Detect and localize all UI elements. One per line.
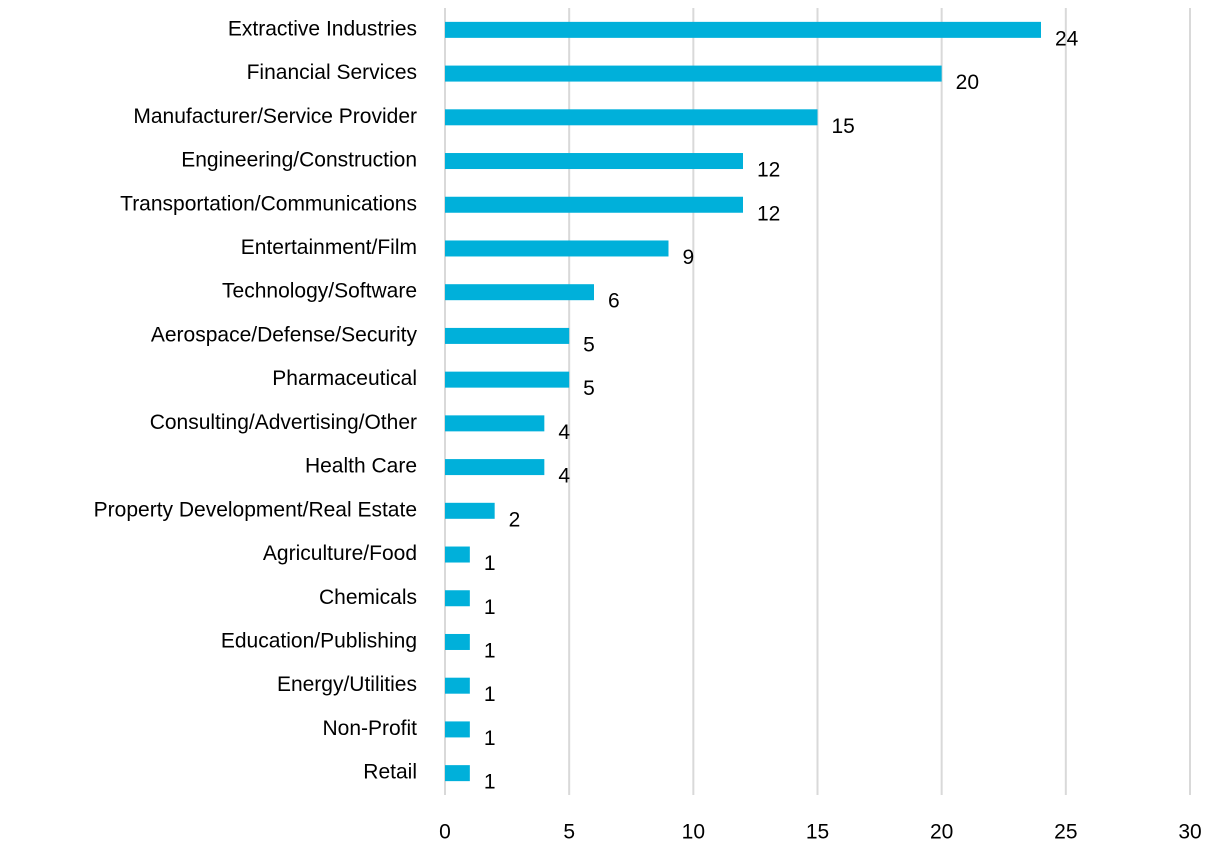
bar — [445, 677, 470, 694]
data-label: 1 — [484, 552, 496, 575]
bar — [445, 65, 942, 82]
y-tick-label: Property Development/Real Estate — [94, 498, 417, 521]
bar — [445, 721, 470, 738]
y-tick-label: Financial Services — [247, 61, 417, 84]
data-label: 6 — [608, 290, 620, 313]
x-tick-label: 5 — [563, 821, 575, 844]
bar — [445, 371, 570, 388]
y-tick-label: Non-Profit — [322, 717, 417, 740]
data-label: 1 — [484, 640, 496, 663]
data-label: 12 — [757, 159, 780, 182]
y-tick-label: Entertainment/Film — [241, 236, 417, 259]
x-tick-label: 20 — [930, 821, 953, 844]
y-tick-label: Agriculture/Food — [263, 542, 417, 565]
y-tick-label: Education/Publishing — [221, 630, 417, 653]
data-label: 5 — [583, 333, 595, 356]
bar — [445, 21, 1041, 38]
bar — [445, 415, 545, 432]
bar — [445, 284, 594, 301]
bar — [445, 327, 570, 344]
bar — [445, 459, 545, 476]
y-tick-label: Engineering/Construction — [181, 149, 417, 172]
data-label: 24 — [1055, 27, 1079, 50]
y-tick-label: Extractive Industries — [228, 17, 417, 40]
data-label: 4 — [558, 465, 570, 488]
y-tick-label: Technology/Software — [222, 280, 417, 303]
data-label: 1 — [484, 596, 496, 619]
bar — [445, 240, 669, 257]
y-tick-label: Aerospace/Defense/Security — [151, 323, 418, 346]
data-label: 9 — [683, 246, 695, 269]
y-tick-label: Manufacturer/Service Provider — [133, 105, 417, 128]
data-label: 5 — [583, 377, 595, 400]
data-label: 20 — [956, 71, 979, 94]
bar — [445, 546, 470, 563]
x-tick-label: 0 — [439, 821, 451, 844]
y-tick-label: Pharmaceutical — [272, 367, 417, 390]
bar — [445, 765, 470, 782]
bar — [445, 590, 470, 607]
x-tick-label: 15 — [806, 821, 829, 844]
data-label: 1 — [484, 683, 496, 706]
bar — [445, 502, 495, 519]
data-label: 12 — [757, 202, 780, 225]
bar — [445, 196, 743, 213]
bar — [445, 633, 470, 650]
y-tick-label: Retail — [363, 761, 417, 784]
data-label: 4 — [558, 421, 570, 444]
data-label: 1 — [484, 727, 496, 750]
y-tick-label: Chemicals — [319, 586, 417, 609]
data-label: 15 — [832, 115, 855, 138]
y-tick-label: Energy/Utilities — [277, 673, 417, 696]
y-tick-label: Transportation/Communications — [120, 192, 417, 215]
x-tick-label: 25 — [1054, 821, 1077, 844]
y-tick-label: Health Care — [305, 455, 417, 478]
data-label: 2 — [509, 508, 521, 531]
x-tick-label: 10 — [682, 821, 705, 844]
y-tick-label: Consulting/Advertising/Other — [150, 411, 417, 434]
x-tick-label: 30 — [1178, 821, 1201, 844]
bar — [445, 153, 743, 170]
data-label: 1 — [484, 771, 496, 794]
bar — [445, 109, 818, 126]
